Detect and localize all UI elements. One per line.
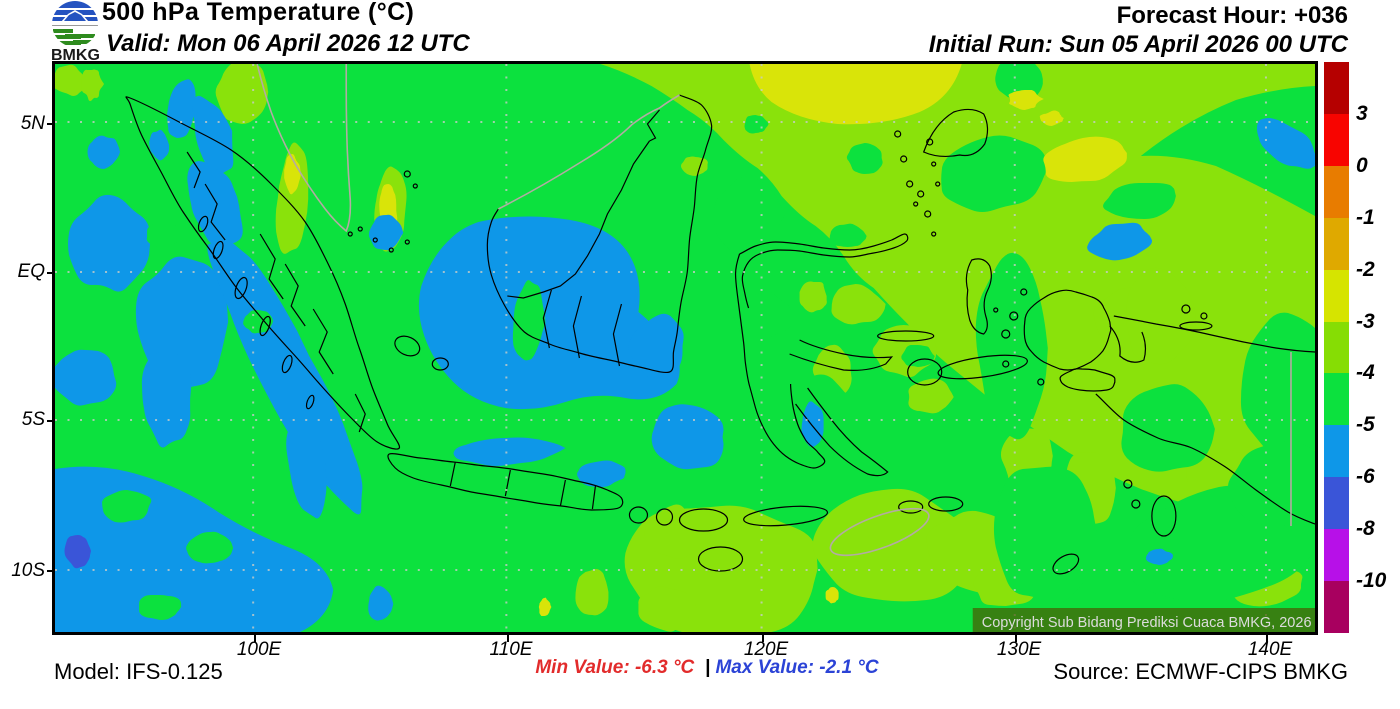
svg-text:BMKG: BMKG xyxy=(51,47,100,62)
svg-text:Copyright Sub Bidang Prediksi: Copyright Sub Bidang Prediksi Cuaca BMKG… xyxy=(982,615,1312,631)
